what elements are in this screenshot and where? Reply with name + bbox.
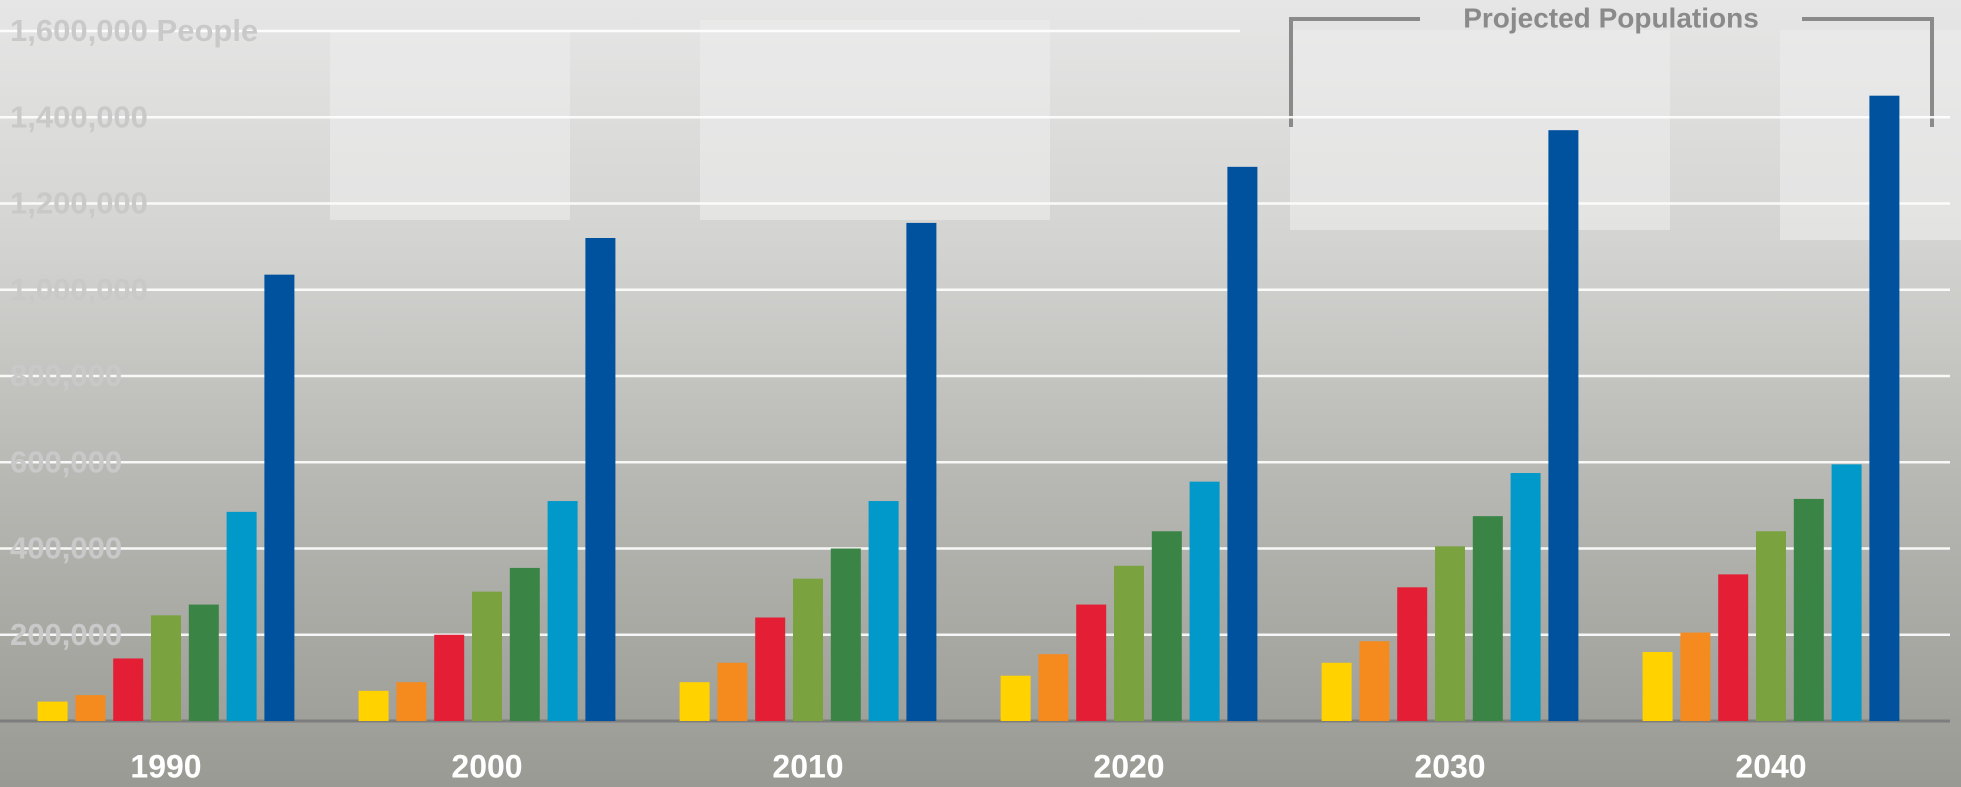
bar <box>1076 604 1107 721</box>
bar <box>1548 130 1579 721</box>
bar <box>1189 481 1220 721</box>
bar <box>264 274 295 721</box>
bar <box>1038 654 1069 721</box>
bar <box>1321 662 1352 721</box>
y-tick-label: 1,600,000 People <box>10 13 258 48</box>
bar <box>1756 531 1786 721</box>
bar <box>37 701 68 721</box>
x-tick-label: 2030 <box>1414 748 1485 784</box>
y-tick-label: 800,000 <box>10 358 122 393</box>
bar <box>509 567 540 721</box>
bar <box>830 548 861 721</box>
bar <box>1869 95 1900 721</box>
bar <box>679 682 710 721</box>
bar <box>151 615 181 721</box>
bar <box>396 682 427 721</box>
y-tick-label: 1,400,000 <box>10 99 148 134</box>
projection-bracket <box>1289 17 1934 127</box>
bar <box>1359 641 1390 721</box>
x-tick-label: 2000 <box>451 748 522 784</box>
bar <box>1435 546 1465 721</box>
bar <box>906 222 937 721</box>
bar <box>547 501 578 721</box>
x-tick-label: 2020 <box>1093 748 1164 784</box>
bar <box>188 604 219 721</box>
bar <box>793 578 823 721</box>
bar <box>1510 473 1541 721</box>
bar <box>1718 574 1749 721</box>
x-tick-label: 1990 <box>130 748 201 784</box>
bar <box>717 662 748 721</box>
bar <box>75 695 106 721</box>
bar <box>1680 632 1711 721</box>
y-tick-label: 400,000 <box>10 531 122 566</box>
x-tick-label: 2010 <box>772 748 843 784</box>
y-tick-label: 1,000,000 <box>10 272 148 307</box>
bar <box>226 511 257 721</box>
y-tick-label: 1,200,000 <box>10 186 148 221</box>
bar <box>755 617 786 721</box>
y-tick-label: 200,000 <box>10 617 122 652</box>
bar <box>1000 675 1031 721</box>
x-tick-label: 2040 <box>1735 748 1806 784</box>
annotation: Projected Populations <box>1463 2 1759 33</box>
bar <box>1793 498 1824 721</box>
bar <box>113 658 144 721</box>
bar <box>1227 166 1258 721</box>
bar <box>1114 565 1144 721</box>
bar <box>1151 531 1182 721</box>
bar <box>1397 587 1428 721</box>
bar <box>472 591 502 721</box>
bar <box>1642 652 1673 721</box>
bar <box>1831 464 1862 721</box>
bar <box>358 690 389 721</box>
bar <box>1472 516 1503 721</box>
bar <box>868 501 899 721</box>
bar <box>585 238 616 721</box>
bar <box>434 634 465 721</box>
y-tick-label: 600,000 <box>10 444 122 479</box>
